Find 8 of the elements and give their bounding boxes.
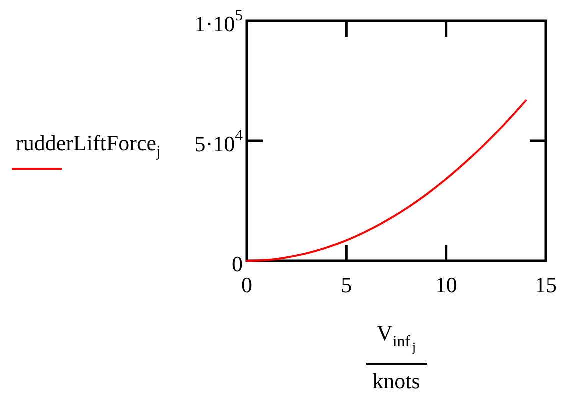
- line-series: [246, 100, 528, 262]
- y-tick-label: 1·10$^{5}$: [194, 8, 244, 36]
- y-tick-label: 5·10$^{4}$: [194, 128, 244, 156]
- x-tick-label: 10: [435, 272, 458, 298]
- y-tick-label: 0: [232, 251, 243, 276]
- x-tick-label: 15: [535, 272, 557, 298]
- text: rudderLiftForce$_{j}$: [16, 130, 161, 160]
- x-tick-label: 5: [341, 272, 352, 298]
